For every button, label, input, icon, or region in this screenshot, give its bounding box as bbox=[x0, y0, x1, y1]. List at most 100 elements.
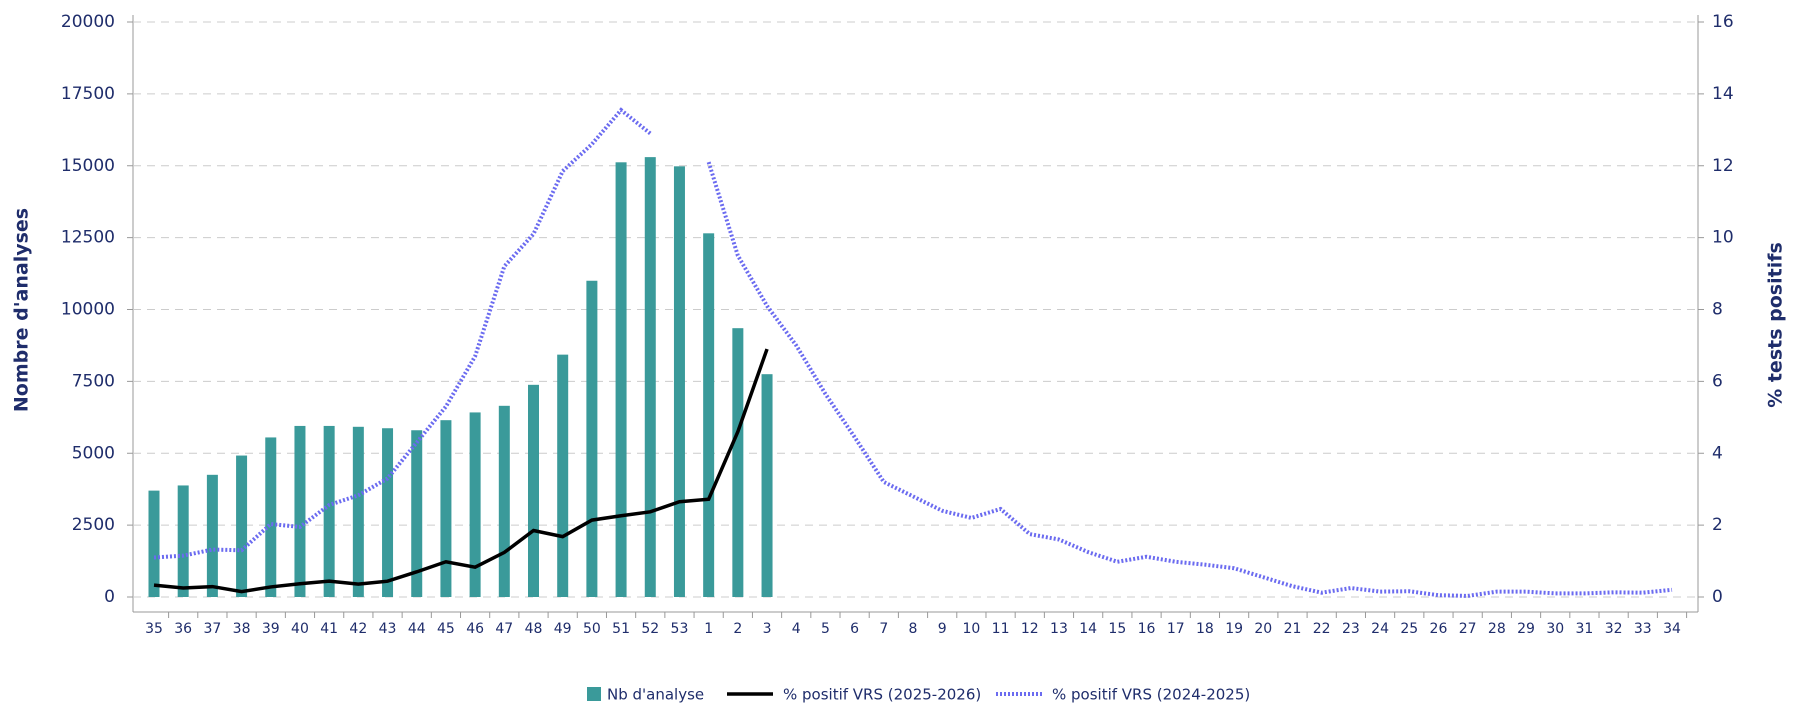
bar bbox=[411, 430, 423, 597]
bar bbox=[557, 354, 569, 597]
x-tick-label: 33 bbox=[1634, 621, 1652, 637]
x-tick-label: 25 bbox=[1400, 621, 1418, 637]
y2-tick-label: 14 bbox=[1712, 84, 1734, 104]
x-tick-label: 24 bbox=[1371, 621, 1389, 637]
x-tick-label: 53 bbox=[671, 621, 689, 637]
bar bbox=[586, 280, 598, 597]
x-tick-label: 37 bbox=[203, 621, 221, 637]
x-tick-label: 41 bbox=[320, 621, 338, 637]
line-series bbox=[153, 107, 1673, 598]
x-tick-label: 26 bbox=[1430, 621, 1448, 637]
bar bbox=[644, 157, 656, 597]
y-tick-label: 0 bbox=[104, 587, 115, 607]
x-tick-label: 52 bbox=[641, 621, 659, 637]
bar bbox=[206, 474, 218, 597]
y2-tick-label: 2 bbox=[1712, 515, 1723, 535]
y-axis-title: Nombre d'analyses bbox=[11, 208, 33, 412]
y-tick-label: 17500 bbox=[61, 84, 115, 104]
y2-tick-label: 16 bbox=[1712, 12, 1734, 32]
x-tick-label: 49 bbox=[554, 621, 572, 637]
y-tick-label: 12500 bbox=[61, 228, 115, 248]
x-tick-label: 4 bbox=[792, 621, 801, 637]
x-tick-label: 40 bbox=[291, 621, 309, 637]
x-tick-label: 21 bbox=[1284, 621, 1302, 637]
x-tick-label: 22 bbox=[1313, 621, 1331, 637]
x-tick-label: 34 bbox=[1663, 621, 1681, 637]
legend-label: Nb d'analyse bbox=[607, 686, 704, 704]
x-tick-label: 20 bbox=[1254, 621, 1272, 637]
x-tick-label: 48 bbox=[525, 621, 543, 637]
bar bbox=[323, 425, 335, 597]
y2-tick-label: 12 bbox=[1712, 156, 1734, 176]
x-tick-label: 8 bbox=[909, 621, 918, 637]
x-tick-label: 51 bbox=[612, 621, 630, 637]
y2-tick-label: 4 bbox=[1712, 443, 1723, 463]
legend-label: % positif VRS (2025-2026) bbox=[783, 686, 981, 704]
bar bbox=[703, 233, 715, 597]
x-tick-label: 18 bbox=[1196, 621, 1214, 637]
x-tick-label: 15 bbox=[1108, 621, 1126, 637]
bar bbox=[294, 425, 306, 597]
y-tick-label: 20000 bbox=[61, 12, 115, 32]
x-tick-label: 7 bbox=[879, 621, 888, 637]
x-tick-label: 36 bbox=[174, 621, 192, 637]
x-tick-label: 10 bbox=[962, 621, 980, 637]
y2-tick-label: 8 bbox=[1712, 300, 1723, 320]
x-tick-label: 50 bbox=[583, 621, 601, 637]
x-tick-label: 5 bbox=[821, 621, 830, 637]
x-tick-label: 35 bbox=[145, 621, 163, 637]
bar bbox=[177, 485, 189, 597]
x-tick-label: 9 bbox=[938, 621, 947, 637]
x-tick-label: 44 bbox=[408, 621, 426, 637]
bar bbox=[498, 405, 510, 597]
x-tick-label: 31 bbox=[1576, 621, 1594, 637]
bar bbox=[528, 384, 539, 597]
x-tick-label: 42 bbox=[349, 621, 367, 637]
y-tick-label: 5000 bbox=[72, 443, 115, 463]
x-tick-label: 3 bbox=[763, 621, 772, 637]
y-tick-label: 7500 bbox=[72, 371, 115, 391]
x-tick-label: 2 bbox=[733, 621, 742, 637]
line-series bbox=[153, 348, 769, 594]
x-tick-label: 47 bbox=[495, 621, 513, 637]
bar bbox=[615, 162, 627, 598]
x-tick-label: 38 bbox=[233, 621, 251, 637]
x-tick-label: 32 bbox=[1605, 621, 1623, 637]
x-tick-label: 45 bbox=[437, 621, 455, 637]
x-tick-label: 12 bbox=[1021, 621, 1039, 637]
bar bbox=[761, 374, 773, 597]
legend-label: % positif VRS (2024-2025) bbox=[1052, 686, 1250, 704]
y2-tick-label: 0 bbox=[1712, 587, 1723, 607]
bar bbox=[440, 420, 452, 597]
bar bbox=[469, 412, 481, 597]
y2-tick-label: 10 bbox=[1712, 228, 1734, 248]
x-tick-label: 27 bbox=[1459, 621, 1477, 637]
x-tick-label: 29 bbox=[1517, 621, 1535, 637]
y-tick-label: 10000 bbox=[61, 300, 115, 320]
x-tick-label: 1 bbox=[704, 621, 713, 637]
x-tick-label: 43 bbox=[379, 621, 397, 637]
bar bbox=[732, 328, 744, 597]
y-tick-label: 15000 bbox=[61, 156, 115, 176]
x-tick-label: 13 bbox=[1050, 621, 1068, 637]
bar bbox=[236, 455, 248, 597]
x-tick-label: 6 bbox=[850, 621, 859, 637]
y2-axis-title: % tests positifs bbox=[1765, 242, 1787, 408]
bar bbox=[352, 426, 364, 597]
x-tick-label: 17 bbox=[1167, 621, 1185, 637]
x-tick-label: 30 bbox=[1546, 621, 1564, 637]
legend-swatch bbox=[587, 687, 601, 701]
x-tick-label: 46 bbox=[466, 621, 484, 637]
bar bbox=[673, 166, 685, 597]
x-tick-label: 11 bbox=[992, 621, 1010, 637]
bar bbox=[265, 437, 277, 597]
bar bbox=[148, 490, 160, 597]
x-tick-label: 16 bbox=[1138, 621, 1156, 637]
y-tick-label: 2500 bbox=[72, 515, 115, 535]
x-tick-label: 39 bbox=[262, 621, 280, 637]
x-tick-label: 14 bbox=[1079, 621, 1097, 637]
x-tick-label: 28 bbox=[1488, 621, 1506, 637]
x-tick-label: 19 bbox=[1225, 621, 1243, 637]
y2-tick-label: 6 bbox=[1712, 371, 1723, 391]
